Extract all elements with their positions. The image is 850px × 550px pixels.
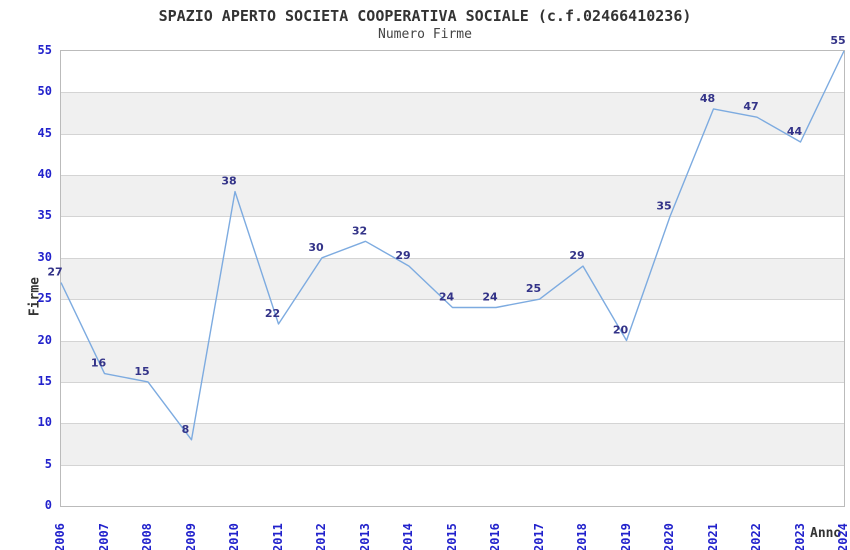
- chart-title: SPAZIO APERTO SOCIETA COOPERATIVA SOCIAL…: [158, 7, 692, 25]
- y-tick-label: 10: [37, 415, 52, 430]
- x-tick-label: 2016: [488, 523, 502, 550]
- y-tick-label: 25: [37, 291, 52, 306]
- point-label: 32: [352, 224, 367, 237]
- x-axis-label: Anno: [810, 526, 842, 541]
- point-label: 35: [656, 200, 671, 213]
- gridline: [61, 133, 844, 135]
- plot-area: 27 16 15 8 38 22 30 32 29 24 24 25 29 20 35 48 47 44 55: [47, 34, 846, 507]
- plot-band: [61, 257, 844, 300]
- point-label: 24: [439, 291, 455, 304]
- x-tick-label: 2006: [53, 523, 67, 550]
- gridline: [61, 216, 844, 218]
- x-tick-label: 2020: [662, 523, 676, 550]
- x-tick-label: 2010: [227, 523, 241, 550]
- point-label: 25: [526, 282, 541, 295]
- y-tick-label: 45: [37, 125, 52, 140]
- y-tick-label: 30: [37, 249, 52, 264]
- point-label: 27: [47, 266, 62, 279]
- y-tick-label: 20: [37, 332, 52, 347]
- x-tick-label: 2008: [140, 523, 154, 550]
- point-label: 8: [182, 423, 190, 436]
- plot-band: [61, 175, 844, 217]
- gridline: [61, 381, 844, 383]
- plot-band: [61, 423, 844, 465]
- gridline: [61, 423, 844, 425]
- point-label: 38: [221, 175, 236, 188]
- x-tick-label: 2022: [749, 523, 763, 550]
- x-tick-label: 2007: [96, 523, 111, 550]
- point-label: 29: [395, 249, 410, 262]
- series-line: [60, 50, 845, 441]
- plot-band: [61, 92, 844, 134]
- x-tick-label: 2018: [575, 523, 589, 550]
- point-label: 24: [482, 291, 498, 304]
- point-label: 20: [613, 324, 629, 337]
- gridline: [61, 340, 844, 342]
- x-tick-label: 2013: [357, 523, 372, 550]
- point-label: 30: [308, 241, 324, 254]
- point-label: 55: [830, 34, 845, 47]
- x-tick-label: 2015: [444, 523, 459, 550]
- point-label: 16: [91, 357, 107, 370]
- gridline: [61, 92, 844, 94]
- x-tick-label: 2023: [792, 523, 807, 550]
- x-tick-label: 2011: [270, 523, 285, 550]
- y-tick-label: 40: [37, 167, 52, 182]
- point-label: 22: [265, 307, 280, 320]
- x-tick-label: 2021: [705, 523, 720, 550]
- point-label: 15: [134, 365, 149, 378]
- gridline: [61, 257, 844, 259]
- x-tick-label: 2012: [314, 523, 328, 550]
- gridline: [61, 464, 844, 466]
- gridline: [61, 175, 844, 177]
- y-tick-label: 35: [37, 208, 52, 223]
- gridline: [61, 299, 844, 301]
- y-tick-label: 5: [44, 456, 52, 471]
- y-tick-label: 0: [44, 498, 52, 512]
- x-tick-label: 2014: [401, 523, 415, 550]
- y-tick-label: 50: [37, 84, 52, 99]
- point-label: 47: [743, 100, 758, 113]
- x-tick-label: 2009: [183, 523, 198, 550]
- point-label: 29: [569, 249, 584, 262]
- x-tick-label: 2019: [618, 523, 633, 550]
- plot-band: [61, 340, 844, 382]
- chart-subtitle: Numero Firme: [378, 27, 472, 42]
- point-label: 48: [700, 92, 715, 105]
- line-series: 27 16 15 8 38 22 30 32 29 24 24 25 29 20 35 48 47 44 55: [47, 34, 846, 441]
- x-tick-label: 2024: [836, 523, 850, 550]
- point-label: 44: [787, 125, 803, 138]
- y-tick-label: 55: [37, 43, 52, 57]
- y-tick-label: 15: [37, 373, 52, 388]
- x-tick-label: 2017: [531, 523, 546, 550]
